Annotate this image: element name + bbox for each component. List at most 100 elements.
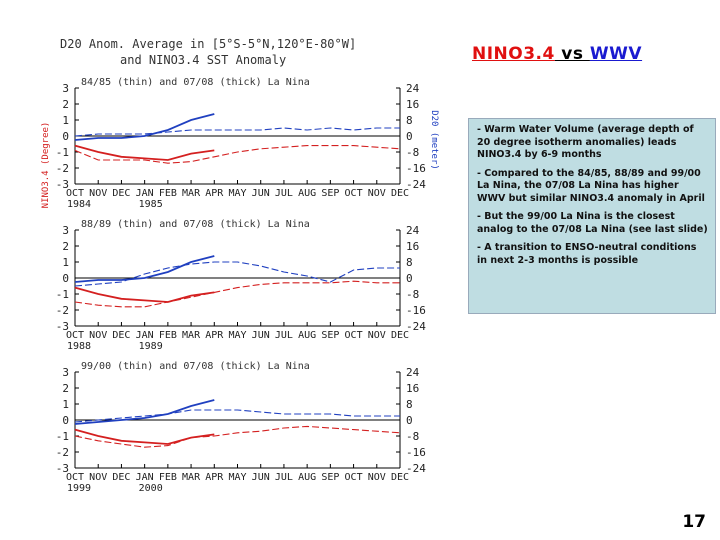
x-tick-label: NOV (89, 330, 107, 341)
right-tick-label: 8 (406, 256, 413, 269)
series-thick-nino-line (74, 286, 215, 303)
x-tick-label: NOV (89, 188, 107, 199)
x-tick-label: DEC (391, 330, 409, 341)
title-vs: vs (554, 44, 590, 64)
x-tick-label: JUN (252, 188, 270, 199)
x-tick-label: AUG (298, 472, 316, 483)
left-tick-label: 1 (62, 256, 69, 269)
x-tick-label: OCT (66, 188, 84, 199)
page-number: 17 (682, 512, 706, 532)
left-tick-label: 0 (62, 130, 69, 143)
series-thin-nino-line (74, 280, 400, 308)
left-tick-label: 3 (62, 366, 69, 379)
left-tick-label: 0 (62, 272, 69, 285)
x-tick-label: SEP (321, 188, 339, 199)
right-tick-label: -16 (406, 304, 426, 317)
year-label: 1989 (139, 341, 163, 352)
x-tick-label: NOV (89, 472, 107, 483)
right-tick-label: 0 (406, 272, 413, 285)
right-tick-label: 16 (406, 240, 419, 253)
x-tick-label: OCT (345, 472, 363, 483)
note-item: - Compared to the 84/85, 88/89 and 99/00… (477, 167, 705, 204)
series-thin-wwv-line (74, 127, 400, 137)
x-tick-label: JAN (136, 188, 154, 199)
left-tick-label: 1 (62, 398, 69, 411)
right-tick-label: 16 (406, 382, 419, 395)
left-tick-label: -1 (56, 430, 69, 443)
right-axis-label: D20 (meter) (429, 110, 439, 170)
x-tick-label: OCT (345, 188, 363, 199)
left-tick-label: -3 (56, 320, 69, 333)
right-tick-label: -16 (406, 162, 426, 175)
left-tick-label: -3 (56, 462, 69, 475)
series-thick-nino-line (74, 144, 215, 161)
left-tick-label: 2 (62, 240, 69, 253)
chart-panel-1: 84/85 (thin) and 07/08 (thick) La Nina 3 2… (56, 77, 426, 210)
x-tick-label: JUN (252, 472, 270, 483)
left-tick-label: -3 (56, 178, 69, 191)
right-tick-label: -8 (406, 430, 419, 443)
left-tick-label: 2 (62, 98, 69, 111)
year-label: 1985 (139, 199, 163, 210)
figure-title-line1: D20 Anom. Average in [5°S-5°N,120°E-80°W… (60, 37, 356, 51)
x-tick-label: JUL (275, 188, 293, 199)
chart-panel-2: 88/89 (thin) and 07/08 (thick) La Nina 3 2… (56, 219, 426, 352)
x-tick-label: DEC (391, 188, 409, 199)
year-label: 1988 (67, 341, 91, 352)
series-thin-wwv-line (74, 409, 400, 423)
series-thick-nino-line (74, 428, 215, 445)
right-tick-label: 16 (406, 98, 419, 111)
x-tick-label: JAN (136, 472, 154, 483)
x-tick-label: MAY (228, 188, 246, 199)
panel-subtitle: 84/85 (thin) and 07/08 (thick) La Nina (81, 77, 310, 88)
x-tick-label: OCT (66, 472, 84, 483)
left-tick-label: 1 (62, 114, 69, 127)
series-thin-nino-line (74, 145, 401, 164)
right-tick-label: -24 (406, 178, 426, 191)
x-tick-label: OCT (66, 330, 84, 341)
x-tick-label: FEB (159, 472, 177, 483)
x-tick-label: NOV (368, 472, 386, 483)
figure-title-line2: and NINO3.4 SST Anomaly (120, 53, 286, 67)
year-label: 1999 (67, 483, 91, 494)
x-tick-label: SEP (321, 472, 339, 483)
right-tick-label: 24 (406, 82, 420, 95)
x-tick-label: SEP (321, 330, 339, 341)
x-tick-label: OCT (345, 330, 363, 341)
year-label: 1984 (67, 199, 91, 210)
left-tick-label: -1 (56, 146, 69, 159)
note-item: - A transition to ENSO-neutral condition… (477, 242, 697, 266)
x-tick-label: MAR (182, 330, 201, 341)
left-tick-label: -2 (56, 446, 69, 459)
title-wwv: WWV (589, 44, 643, 64)
right-tick-label: 0 (406, 130, 413, 143)
x-tick-label: FEB (159, 188, 177, 199)
x-tick-label: JUL (275, 472, 293, 483)
right-tick-label: 8 (406, 114, 413, 127)
series-thick-wwv-line (74, 255, 215, 283)
enso-figure: D20 Anom. Average in [5°S-5°N,120°E-80°W… (41, 37, 439, 494)
right-tick-label: -24 (406, 320, 426, 333)
left-tick-label: 0 (62, 414, 69, 427)
right-tick-label: 24 (406, 366, 420, 379)
x-tick-label: MAR (182, 188, 201, 199)
title-nino: NINO3.4 (472, 44, 555, 64)
left-tick-label: 3 (62, 82, 69, 95)
left-tick-label: -1 (56, 288, 69, 301)
right-tick-label: -24 (406, 462, 426, 475)
series-thin-wwv-line (74, 261, 400, 287)
x-tick-label: NOV (368, 330, 386, 341)
right-tick-label: 0 (406, 414, 413, 427)
right-tick-label: -8 (406, 146, 419, 159)
slide-title: NINO3.4 vs WWV (472, 44, 642, 64)
x-tick-label: AUG (298, 188, 316, 199)
x-tick-label: JUN (252, 330, 270, 341)
x-tick-label: DEC (112, 188, 130, 199)
x-tick-label: APR (205, 188, 224, 199)
note-item: - Warm Water Volume (average depth of 20… (477, 124, 694, 160)
left-axis-label: NINO3.4 (Degree) (41, 122, 51, 209)
year-label: 2000 (139, 483, 163, 494)
left-tick-label: 3 (62, 224, 69, 237)
x-tick-label: MAR (182, 472, 201, 483)
x-tick-label: MAY (228, 472, 246, 483)
